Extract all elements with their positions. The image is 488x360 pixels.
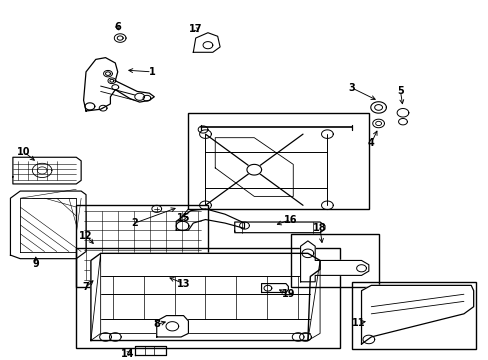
Text: 9: 9 (32, 259, 39, 269)
Text: 15: 15 (177, 213, 190, 223)
Text: 18: 18 (313, 224, 326, 233)
Text: 5: 5 (396, 86, 403, 96)
Text: 1: 1 (148, 67, 155, 77)
Text: 16: 16 (284, 215, 297, 225)
Text: 4: 4 (367, 138, 374, 148)
Polygon shape (91, 253, 320, 341)
Text: 12: 12 (79, 230, 93, 240)
Text: 14: 14 (121, 349, 134, 359)
Text: 2: 2 (131, 218, 138, 228)
Text: 13: 13 (177, 279, 190, 289)
Bar (76, 248, 339, 348)
Bar (351, 282, 475, 350)
Text: 7: 7 (82, 282, 89, 292)
Polygon shape (300, 241, 368, 282)
Text: 19: 19 (281, 289, 295, 299)
Text: 11: 11 (352, 318, 365, 328)
Polygon shape (361, 285, 473, 344)
Bar (188, 113, 368, 209)
Polygon shape (246, 165, 261, 175)
Bar (290, 234, 378, 287)
Text: 8: 8 (153, 319, 160, 329)
Text: 3: 3 (347, 83, 354, 93)
Text: 6: 6 (114, 22, 121, 32)
Polygon shape (157, 316, 188, 337)
Text: 17: 17 (188, 24, 202, 34)
Text: 10: 10 (17, 147, 31, 157)
Bar (76, 205, 207, 287)
